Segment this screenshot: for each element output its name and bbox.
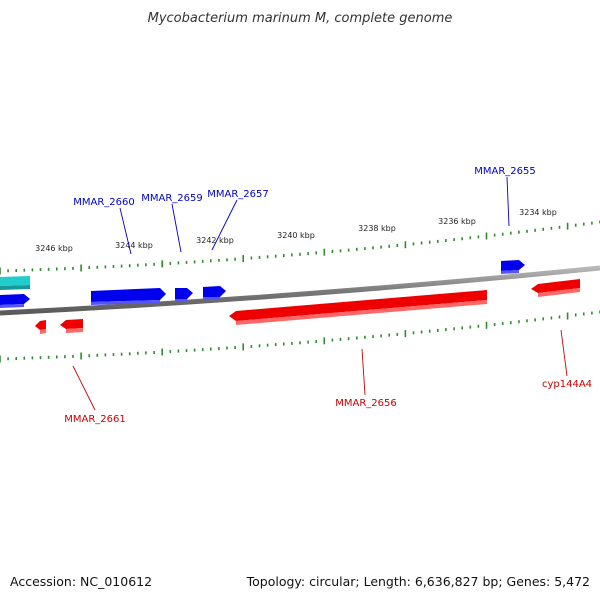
leader-line [361,348,366,396]
tick-label: 3238 kbp [358,224,396,233]
forward-strand-genes [0,260,525,308]
gene-g_blue_left[interactable] [0,294,30,308]
tick-row-upper [0,220,600,275]
gene-MMAR_2660[interactable] [91,288,166,305]
map-title: Mycobacterium marinum M, complete genome [148,11,453,26]
tick-label: 3242 kbp [196,236,234,245]
gene-g_red_small[interactable] [35,320,46,334]
gene-MMAR_2656[interactable] [229,290,487,325]
leader-line [171,203,182,253]
leader-line [560,329,568,377]
gene-label-MMAR_2659: MMAR_2659 [141,193,203,204]
gene-label-MMAR_2661: MMAR_2661 [64,414,126,425]
reverse-strand-genes [35,279,580,334]
gene-label-MMAR_2660: MMAR_2660 [73,197,135,208]
accession-text: Accession: NC_010612 [10,574,152,589]
gene-label-MMAR_2656: MMAR_2656 [335,398,397,409]
gene-g_cyan[interactable] [0,276,30,290]
tick-labels: 3246 kbp 3244 kbp 3242 kbp 3240 kbp 3238… [35,208,557,253]
gene-label-leaders [72,176,568,411]
gene-cyp144A4[interactable] [531,279,580,297]
genome-backbone [0,265,600,316]
genome-summary-text: Topology: circular; Length: 6,636,827 bp… [246,574,590,589]
gene-MMAR_2657[interactable] [203,286,226,300]
leader-line [506,176,510,227]
tick-label: 3246 kbp [35,244,73,253]
tick-label: 3236 kbp [438,217,476,226]
tick-row-lower [0,310,600,363]
gene-labels: MMAR_2660 MMAR_2659 MMAR_2657 MMAR_2655 … [64,166,592,425]
gene-label-MMAR_2657: MMAR_2657 [207,189,269,200]
gene-MMAR_2661[interactable] [60,319,83,333]
leader-line [211,199,238,251]
leader-line [72,365,96,411]
gene-MMAR_2655[interactable] [501,260,525,274]
leader-line [119,207,132,255]
tick-label: 3240 kbp [277,231,315,240]
tick-label: 3244 kbp [115,241,153,250]
gene-MMAR_2659[interactable] [175,288,193,302]
gene-label-MMAR_2655: MMAR_2655 [474,166,536,177]
gene-label-cyp144A4: cyp144A4 [542,379,592,390]
tick-label: 3234 kbp [519,208,557,217]
